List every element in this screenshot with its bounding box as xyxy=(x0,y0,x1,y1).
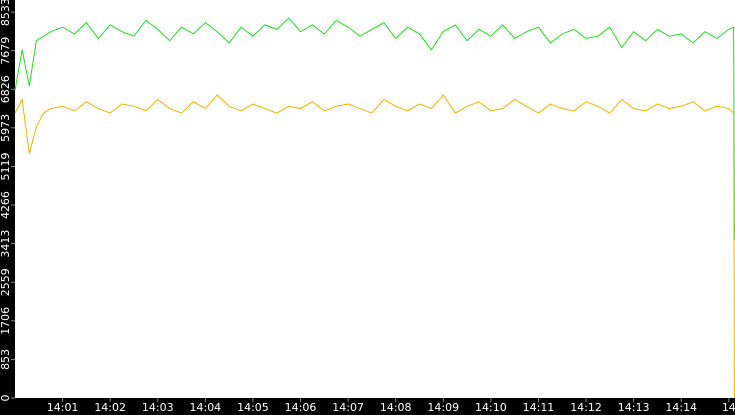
y-tick-label: 7679 xyxy=(0,37,12,65)
x-tick-label: 14:05 xyxy=(237,401,269,414)
x-tick-label: 14:14 xyxy=(665,401,697,414)
series-line xyxy=(14,94,735,399)
y-tick-label: 3413 xyxy=(0,230,12,258)
y-tick-label: 4266 xyxy=(0,191,12,219)
x-tick-label: 14:13 xyxy=(618,401,650,414)
x-tick-label: 14:09 xyxy=(427,401,459,414)
x-tick-label: 14:07 xyxy=(332,401,364,414)
y-tick-label: 2559 xyxy=(0,268,12,296)
x-tick-label: 14:06 xyxy=(285,401,317,414)
y-tick-label: 1706 xyxy=(0,307,12,335)
x-tick-label: 14:08 xyxy=(380,401,412,414)
y-tick-label: 0 xyxy=(0,395,12,402)
x-tick-label: 14:03 xyxy=(142,401,174,414)
y-tick-label: 5973 xyxy=(0,114,12,142)
plot-area xyxy=(15,0,735,398)
y-tick-label: 8533 xyxy=(0,0,12,26)
y-tick-label: 6826 xyxy=(0,75,12,103)
x-tick-label: 14:11 xyxy=(523,401,555,414)
x-tick-label: 14:02 xyxy=(94,401,126,414)
x-tick-label: 14:04 xyxy=(189,401,221,414)
x-tick-label: 14 xyxy=(722,401,735,414)
y-tick-label: 853 xyxy=(0,349,12,370)
series-line xyxy=(14,17,735,240)
x-tick-label: 14:12 xyxy=(570,401,602,414)
x-tick-label: 14:10 xyxy=(475,401,507,414)
x-tick-label: 14:01 xyxy=(47,401,79,414)
y-tick-label: 5119 xyxy=(0,152,12,180)
